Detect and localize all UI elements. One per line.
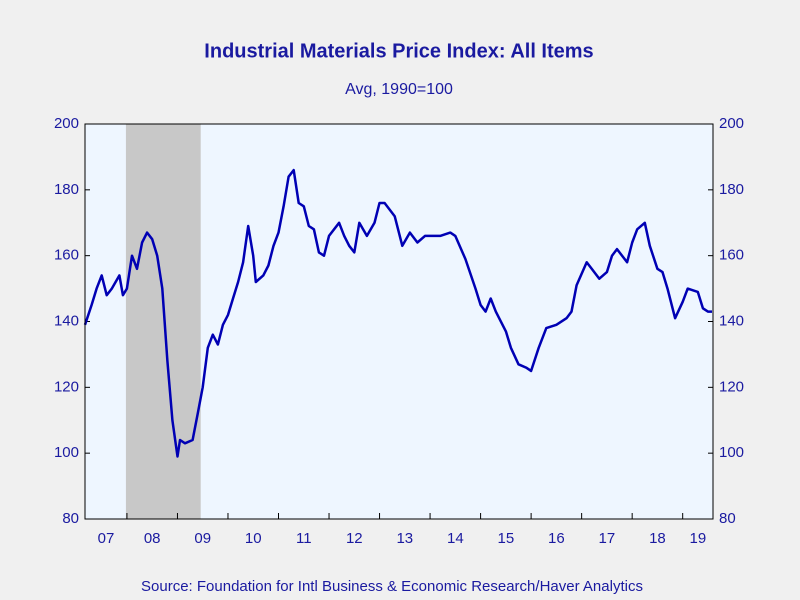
x-tick-label: 17	[599, 530, 616, 547]
x-tick-label: 18	[649, 530, 666, 547]
y2-tick-label: 180	[719, 181, 744, 198]
y-tick-label: 200	[54, 115, 79, 132]
data-line	[83, 168, 712, 458]
plot-frame	[84, 123, 714, 520]
x-tick-label: 09	[194, 530, 211, 547]
x-tick-label: 12	[346, 530, 363, 547]
source-note: Source: Foundation for Intl Business & E…	[141, 578, 643, 595]
x-tick-label: 15	[498, 530, 515, 547]
y-tick-label: 180	[54, 181, 79, 198]
y-tick-label: 100	[54, 444, 79, 461]
y2-tick-label: 100	[719, 444, 744, 461]
x-tick-label: 16	[548, 530, 565, 547]
y2-tick-label: 120	[719, 378, 744, 395]
x-tick-label: 19	[689, 530, 706, 547]
x-tick-label: 08	[144, 530, 161, 547]
x-tick-label: 13	[396, 530, 413, 547]
chart-subtitle: Avg, 1990=100	[345, 81, 453, 98]
x-tick-label: 07	[98, 530, 115, 547]
y2-tick-label: 200	[719, 115, 744, 132]
y2-tick-label: 80	[719, 510, 736, 527]
recession-shade	[125, 124, 201, 519]
chart-title: Industrial Materials Price Index: All It…	[204, 40, 593, 62]
y2-tick-label: 140	[719, 312, 744, 329]
y-tick-label: 80	[62, 510, 79, 527]
x-tick-label: 10	[245, 530, 262, 547]
y-tick-label: 120	[54, 378, 79, 395]
x-tick-label: 14	[447, 530, 464, 547]
y-tick-label: 140	[54, 312, 79, 329]
y2-tick-label: 160	[719, 247, 744, 264]
x-tick-label: 11	[296, 530, 312, 547]
y-tick-label: 160	[54, 247, 79, 264]
